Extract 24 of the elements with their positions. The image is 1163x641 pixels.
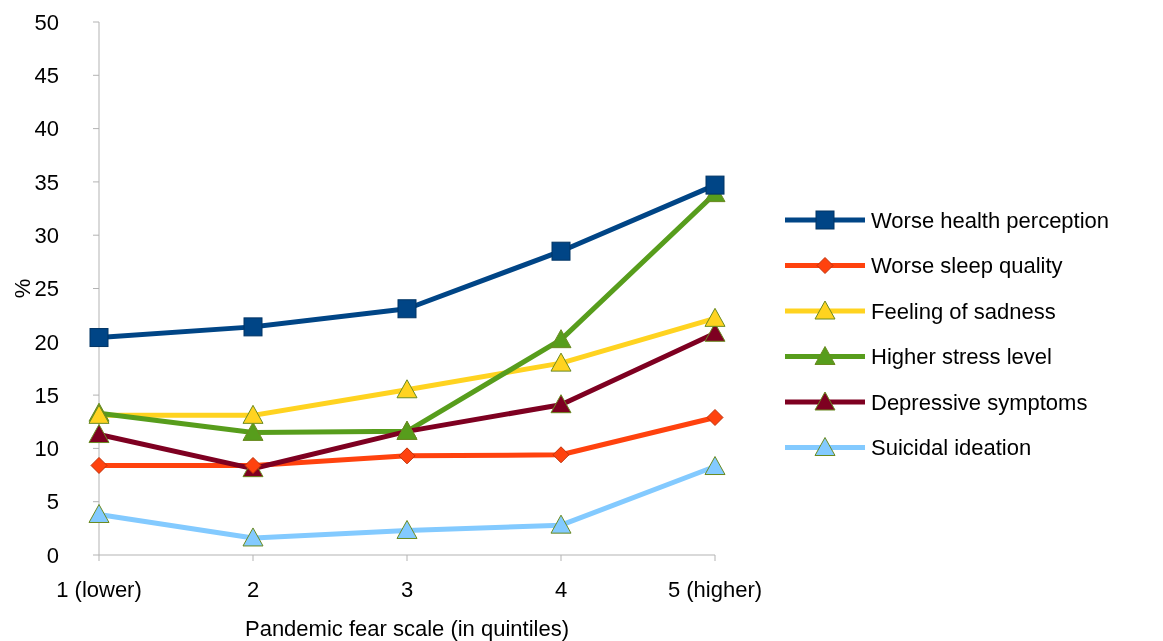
y-tick-label: 50	[34, 9, 59, 35]
y-axis-title: %	[10, 278, 35, 299]
legend-label: Depressive symptoms	[871, 389, 1088, 415]
y-tick-label: 40	[34, 116, 59, 142]
legend-label: Higher stress level	[871, 344, 1052, 370]
x-axis-title: Pandemic fear scale (in quintiles)	[244, 616, 570, 641]
legend-label: Worse health perception	[871, 207, 1110, 233]
legend-label: Feeling of sadness	[871, 298, 1056, 324]
legend-label: Suicidal ideation	[871, 435, 1032, 461]
y-tick-label: 30	[34, 222, 59, 248]
x-tick-label: 3	[400, 577, 414, 602]
y-tick-label: 35	[34, 169, 59, 195]
x-tick-label: 2	[246, 577, 260, 602]
y-tick-label: 5	[46, 489, 59, 515]
x-tick-label: 1 (lower)	[56, 577, 142, 602]
y-tick-label: 45	[34, 63, 59, 88]
y-tick-label: 10	[34, 436, 59, 462]
y-tick-label: 25	[34, 276, 59, 302]
y-tick-label: 20	[34, 329, 59, 355]
x-tick-label: 4	[554, 577, 568, 602]
y-tick-label: 15	[34, 382, 59, 408]
y-tick-label: 0	[46, 542, 59, 568]
legend-label: Worse sleep quality	[871, 253, 1063, 279]
x-tick-label: 5 (higher)	[667, 577, 763, 602]
